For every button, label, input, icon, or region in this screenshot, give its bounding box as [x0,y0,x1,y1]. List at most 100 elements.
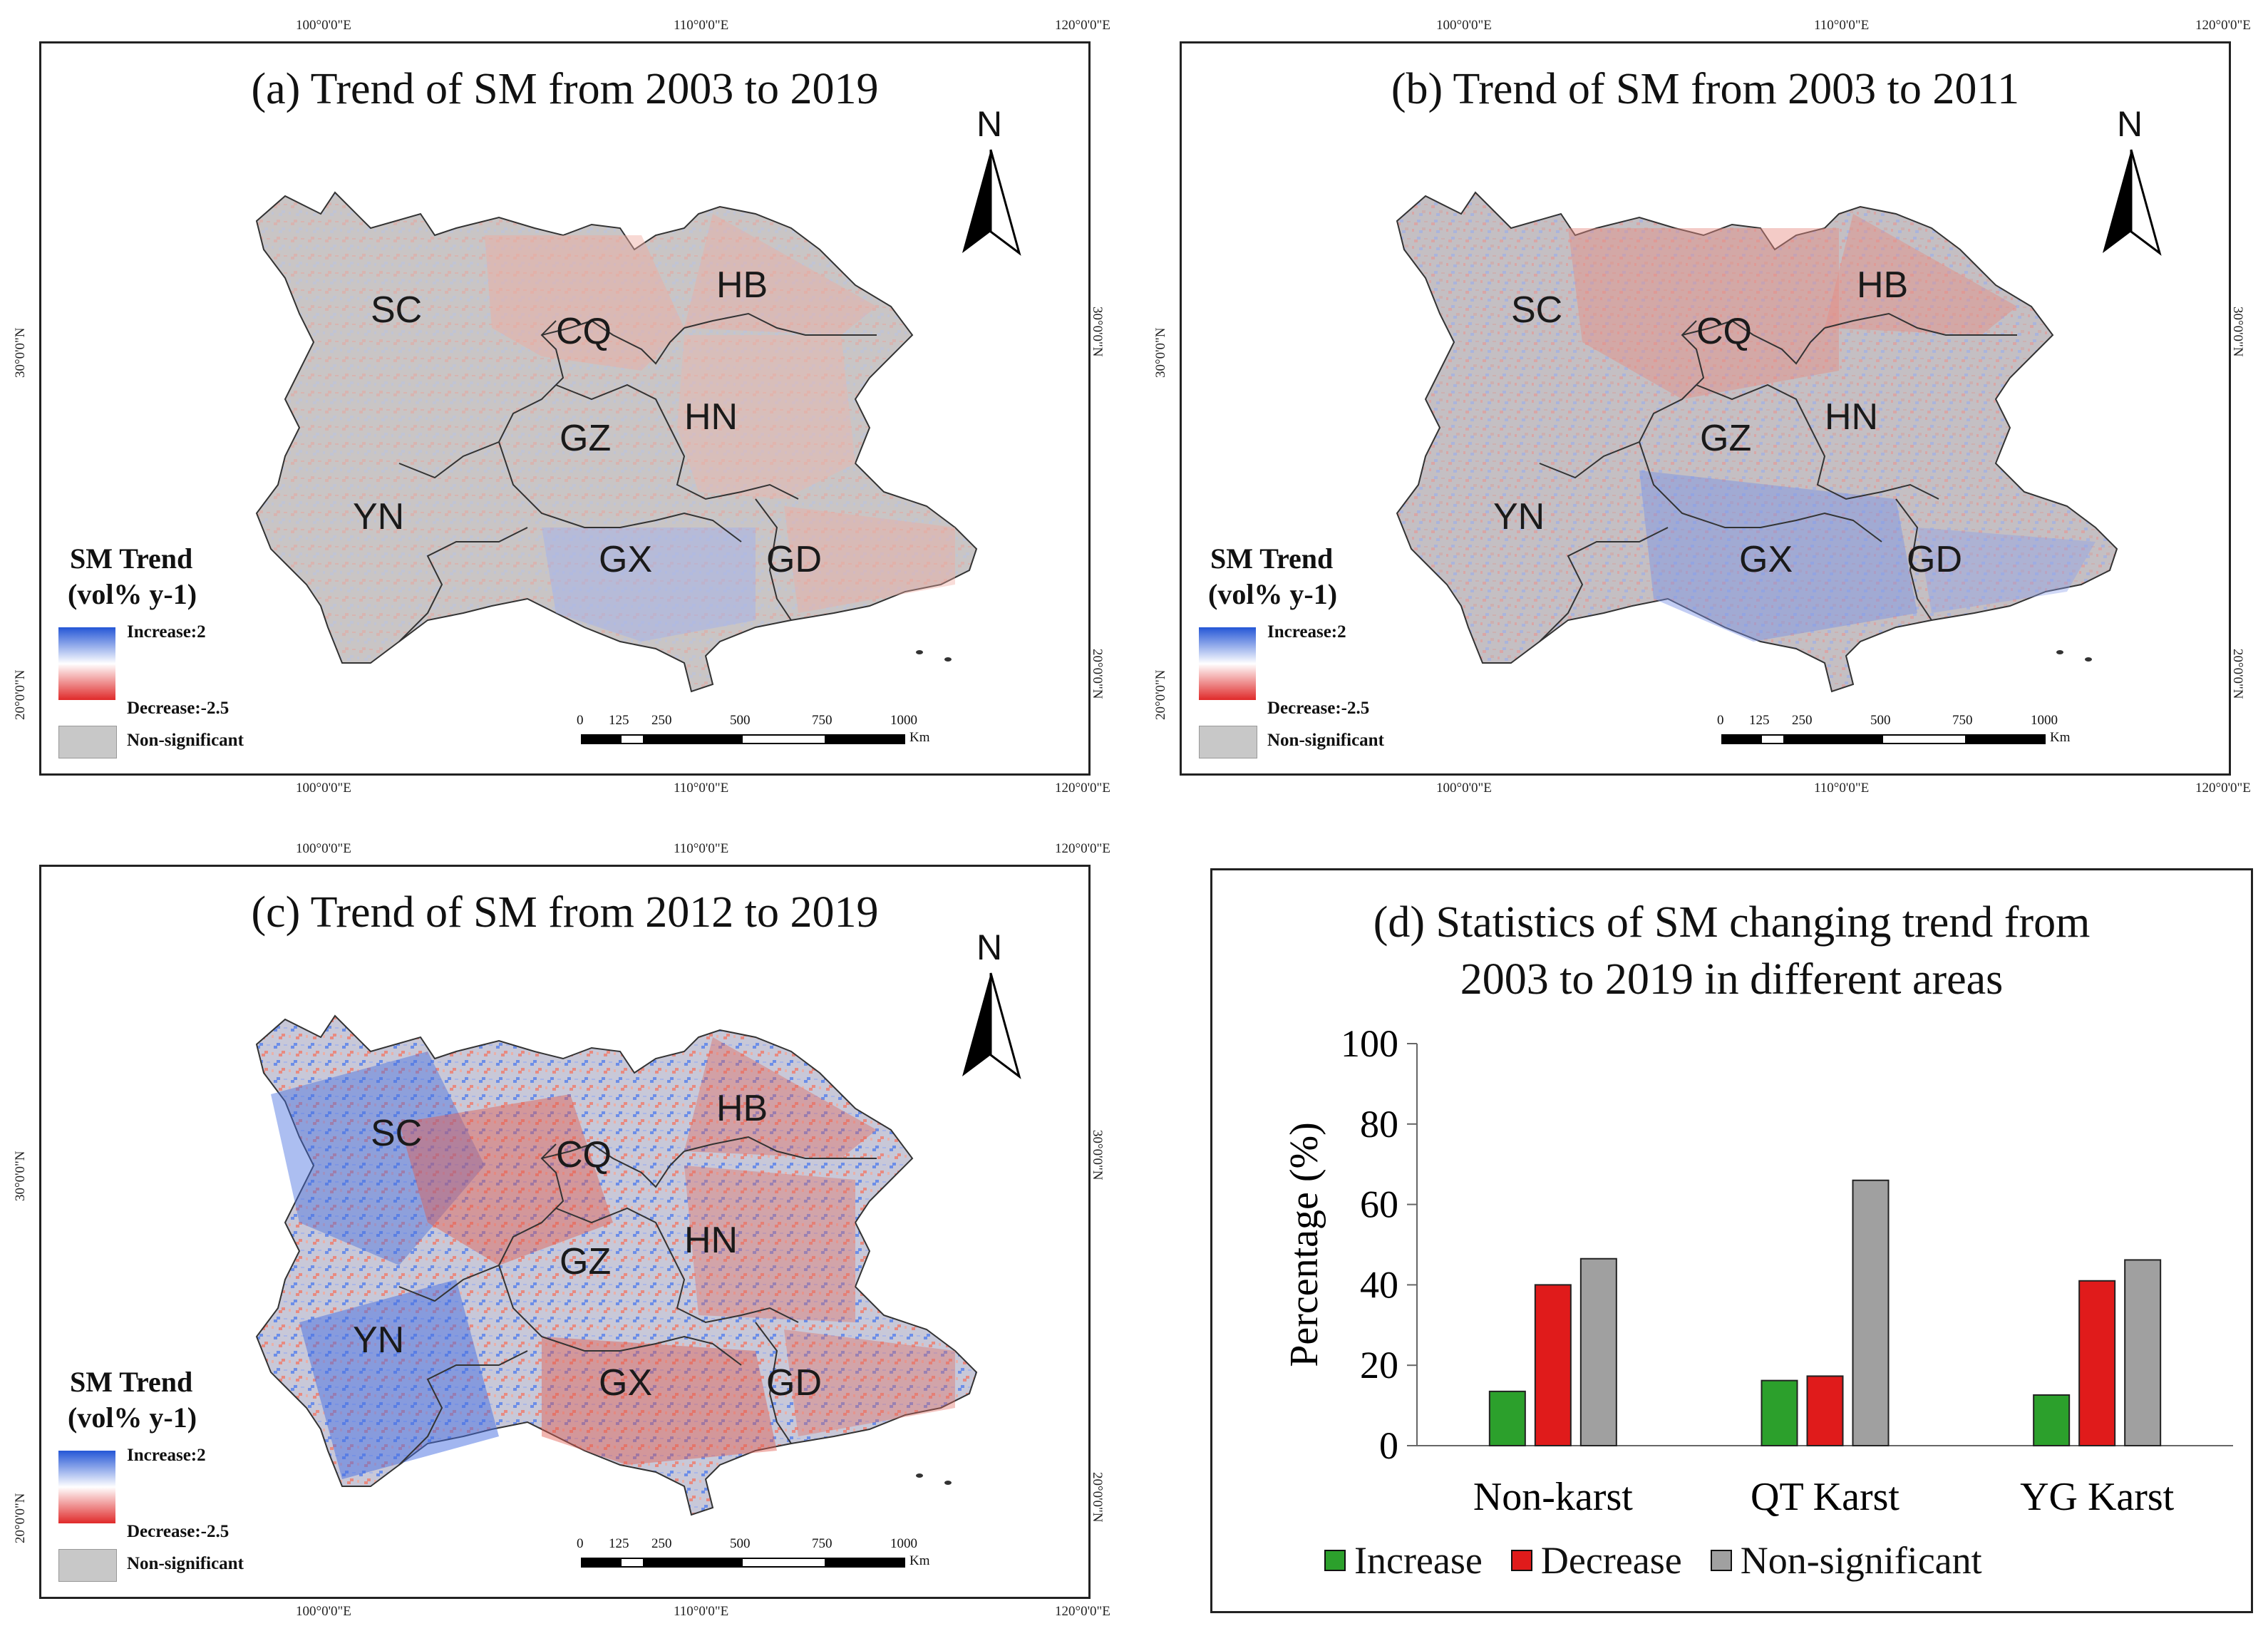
scale-tick-label: 125 [609,1536,629,1551]
scale-tick-label: 0 [577,1536,584,1551]
legend-units: (vol% y-1) [1208,578,1338,610]
province-boundary [398,1350,528,1466]
category-label: YG Karst [2020,1475,2175,1519]
scale-unit: Km [909,1553,930,1568]
legend-title: SM Trend [1210,542,1334,575]
scale-segment [825,1559,904,1566]
region-label-gx: GX [599,1362,653,1404]
legend-decrease-label: Decrease:-2.5 [127,699,230,718]
scale-unit: Km [909,730,930,745]
bar-decrease [1806,1375,1844,1446]
lon-label: 100°0'0"E [296,841,351,856]
scale-segment [643,1559,664,1566]
scale-tick-label: 750 [1952,713,1973,728]
scale-segment [825,736,904,743]
region-label-yn: YN [1493,496,1545,537]
scale-segment [582,1559,622,1566]
lon-label: 100°0'0"E [296,1604,351,1619]
scale-segment [1883,736,1965,743]
bar-decrease [1534,1284,1572,1447]
y-tick-label: 0 [1379,1424,1398,1467]
province-boundary [1539,527,1669,642]
study-area [1396,191,2118,693]
lon-label: 110°0'0"E [1814,781,1870,796]
legend-nonsig-swatch [58,726,117,758]
trend-patch [1639,470,1917,642]
scale-tick-label: 0 [1717,713,1724,728]
legend-swatch-nonsig [1710,1550,1732,1571]
scale-bar [1721,734,2046,744]
trend-patch [1825,214,2017,335]
legend-label-nonsig: Non-significant [1740,1539,1982,1582]
trend-patch [784,1329,955,1436]
y-tick-label: 80 [1360,1103,1398,1146]
scale-bar [581,1558,905,1568]
scale-tick-label: 500 [730,1536,751,1551]
scale-tick-label: 1000 [890,1536,917,1551]
province-boundary [1696,384,1939,500]
scale-segment [664,736,743,743]
lon-label: 110°0'0"E [1814,18,1870,33]
province-boundary [398,527,528,642]
scale-tick-label: 750 [812,1536,833,1551]
lon-label: 120°0'0"E [2195,781,2251,796]
trend-map [255,1014,978,1516]
map-panel-c: 100°0'0"E 100°0'0"E 110°0'0"E 110°0'0"E 120°… [0,823,1140,1636]
legend-gradient [58,627,115,700]
legend-units: (vol% y-1) [68,578,197,610]
island [944,1481,952,1485]
trend-patch [542,1337,777,1465]
scale-segment [1783,736,1805,743]
scale-tick-label: 500 [1870,713,1891,728]
province-boundary [398,1143,565,1302]
island [916,650,923,654]
trend-patch [542,528,756,642]
bar-decrease [2078,1280,2116,1447]
region-label-hb: HB [1857,264,1909,306]
scale-segment [1805,736,1883,743]
island [2056,650,2063,654]
chart-title-line2: 2003 to 2019 in different areas [1460,955,2004,1004]
legend-decrease-label: Decrease:-2.5 [1267,699,1370,718]
province-boundary [1895,498,1932,621]
map-panel-b: 100°0'0"E 100°0'0"E 110°0'0"E 110°0'0"E 120°… [1140,0,2268,813]
legend-title: SM Trend [70,542,193,575]
region-label-gz: GZ [1700,418,1752,459]
scale-tick-label: 250 [1792,713,1813,728]
province-boundary [398,320,565,479]
region-label-hn: HN [1825,396,1879,438]
trend-patch [1568,228,1839,399]
legend-decrease-label: Decrease:-2.5 [127,1522,230,1541]
scale-segment [1723,736,1762,743]
scale-tick-label: 500 [730,713,751,728]
scale-segment [743,1559,825,1566]
chart-panel-d: (d) Statistics of SM changing trend from… [1210,868,2253,1613]
scale-tick-label: 750 [812,713,833,728]
bar-increase [1761,1379,1798,1447]
legend-increase-label: Increase:2 [127,622,206,642]
bar-increase [1488,1390,1526,1446]
trend-patch [677,335,855,499]
lon-label: 120°0'0"E [1055,1604,1110,1619]
region-label-cq: CQ [1696,311,1752,352]
north-arrow-letter: N [976,104,1003,144]
trend-map [255,191,978,693]
legend-nonsig-swatch [1199,726,1257,758]
scale-bar [581,734,905,744]
region-label-gd: GD [766,1362,822,1404]
scale-tick-label: 125 [1749,713,1770,728]
lon-label: 100°0'0"E [1436,18,1492,33]
island [944,657,952,662]
legend-label-decrease: Decrease [1540,1539,1682,1582]
map-panel-a: 100°0'0"E 100°0'0"E 110°0'0"E 110°0'0"E 120°… [0,0,1140,813]
region-label-sc: SC [371,289,423,331]
province-boundary [755,1322,792,1444]
region-label-yn: YN [353,1319,405,1361]
island [916,1473,923,1478]
region-label-gz: GZ [560,1241,612,1282]
region-label-gd: GD [766,539,822,580]
bar-chart: 0 20 40 60 80 100 Percentage (%) Non-karst QT Ka… [1282,1022,2233,1519]
north-arrow-letter: N [976,927,1003,967]
trend-patch [684,214,877,335]
scale-segment [664,1559,743,1566]
